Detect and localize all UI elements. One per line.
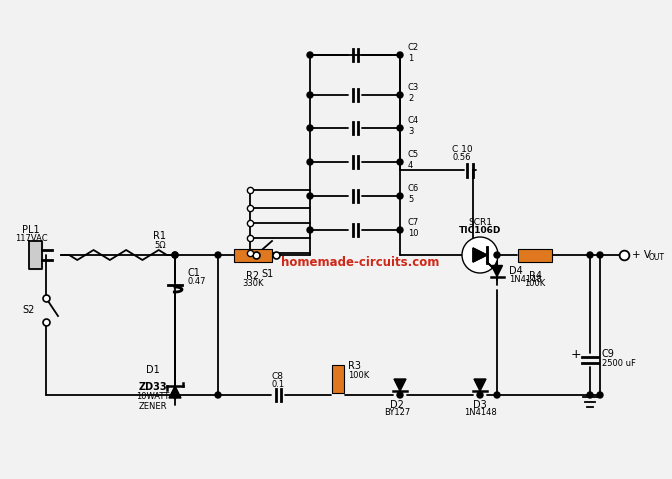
Text: 0.47: 0.47 [187,277,206,286]
Text: + V: + V [632,250,651,260]
Circle shape [397,92,403,98]
Circle shape [172,392,178,398]
Text: R2: R2 [247,271,259,281]
Circle shape [462,237,498,273]
Bar [332,365,344,393]
Text: C9: C9 [602,349,615,359]
Circle shape [397,392,403,398]
Text: 10WATT: 10WATT [136,392,169,401]
Text: ZENER: ZENER [138,402,167,411]
Polygon shape [169,386,181,398]
Text: R3: R3 [348,361,361,371]
Text: C4
3: C4 3 [408,116,419,136]
Text: C 10: C 10 [452,145,472,154]
Circle shape [397,159,403,165]
Text: C8: C8 [272,372,284,381]
Text: 1N4148: 1N4148 [509,274,542,284]
Text: 0.1: 0.1 [271,380,284,389]
Circle shape [307,92,313,98]
Circle shape [215,392,221,398]
Text: ZD33: ZD33 [138,382,167,392]
Polygon shape [29,241,42,269]
Text: D1: D1 [146,365,160,375]
Text: TIC106D: TIC106D [459,226,501,235]
Text: 1N4148: 1N4148 [464,408,497,417]
Text: 330K: 330K [242,279,263,288]
Circle shape [494,252,500,258]
Circle shape [494,392,500,398]
Circle shape [597,252,603,258]
Circle shape [587,392,593,398]
Polygon shape [473,248,487,262]
Text: 5Ω: 5Ω [154,241,166,250]
Text: C3
2: C3 2 [408,83,419,103]
Circle shape [397,125,403,131]
Text: PL1: PL1 [22,225,40,235]
Text: 100K: 100K [524,279,546,288]
Circle shape [597,392,603,398]
Circle shape [307,52,313,58]
Text: D2: D2 [390,400,404,410]
Circle shape [307,193,313,199]
Text: C7
10: C7 10 [408,218,419,238]
Circle shape [307,227,313,233]
Text: R4: R4 [528,271,542,281]
Text: C2
1: C2 1 [408,43,419,63]
Bar [234,249,272,262]
Circle shape [307,159,313,165]
Text: 117VAC: 117VAC [15,234,47,243]
Text: OUT: OUT [649,253,665,262]
Text: BY127: BY127 [384,408,410,417]
Circle shape [172,252,178,258]
Circle shape [397,193,403,199]
Circle shape [215,252,221,258]
Circle shape [397,227,403,233]
Text: C1: C1 [187,268,200,278]
Circle shape [172,252,178,258]
Circle shape [397,52,403,58]
Text: D3: D3 [473,400,487,410]
Circle shape [307,125,313,131]
Text: 2500 uF: 2500 uF [602,360,636,368]
Circle shape [477,392,483,398]
Text: S1: S1 [262,269,274,279]
Text: R1: R1 [153,231,167,241]
Polygon shape [394,379,406,391]
Polygon shape [474,379,486,391]
Text: D4: D4 [509,266,523,276]
Text: S2: S2 [23,305,35,315]
Polygon shape [491,265,503,276]
Text: C5
4: C5 4 [408,150,419,170]
Text: SCR1: SCR1 [468,218,492,227]
Text: 0.56: 0.56 [453,153,471,162]
Text: homemade-circuits.com: homemade-circuits.com [281,256,439,270]
Text: 100K: 100K [348,371,369,380]
Circle shape [587,252,593,258]
Text: +: + [571,347,581,361]
Bar [518,249,552,262]
Polygon shape [473,248,487,262]
Text: C6
5: C6 5 [408,184,419,204]
